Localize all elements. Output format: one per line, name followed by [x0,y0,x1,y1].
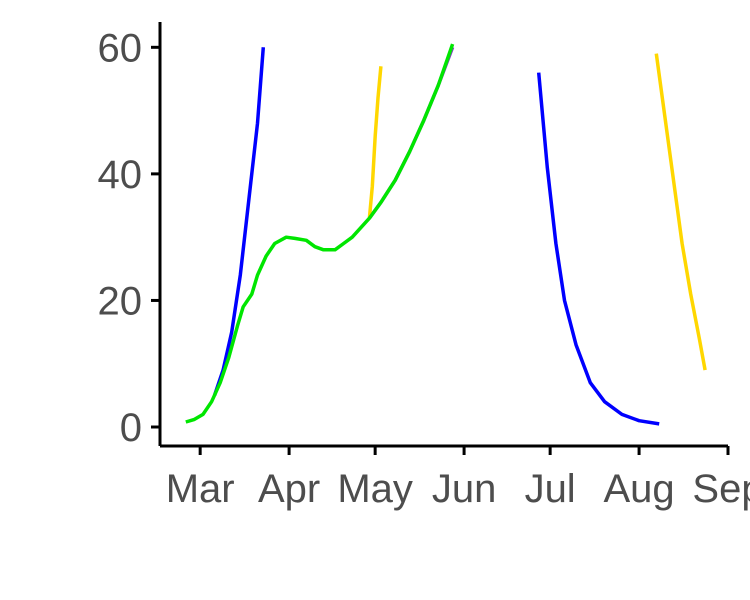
series-line-2 [212,47,266,396]
x-tick-label: Apr [258,467,320,511]
series-line-4 [367,66,383,219]
y-axis: 0 20 40 60 [98,26,160,450]
x-tick-label: Aug [603,467,674,511]
y-tick-label: 40 [98,153,143,197]
series-line-5 [654,53,707,371]
x-tick-label: Jun [432,467,497,511]
y-tick-label: 0 [120,406,142,450]
x-tick-label: Jul [525,467,576,511]
series-line-6 [185,43,455,424]
y-tick-label: 20 [98,279,143,323]
x-tick-label: May [337,467,413,511]
series-line-3 [536,72,660,426]
plot-area [185,43,707,426]
x-tick-label: Sep [692,467,750,511]
x-axis: Mar Apr May Jun Jul Aug Sep [166,446,750,511]
y-tick-label: 60 [98,26,143,70]
x-tick-label: Mar [166,467,235,511]
